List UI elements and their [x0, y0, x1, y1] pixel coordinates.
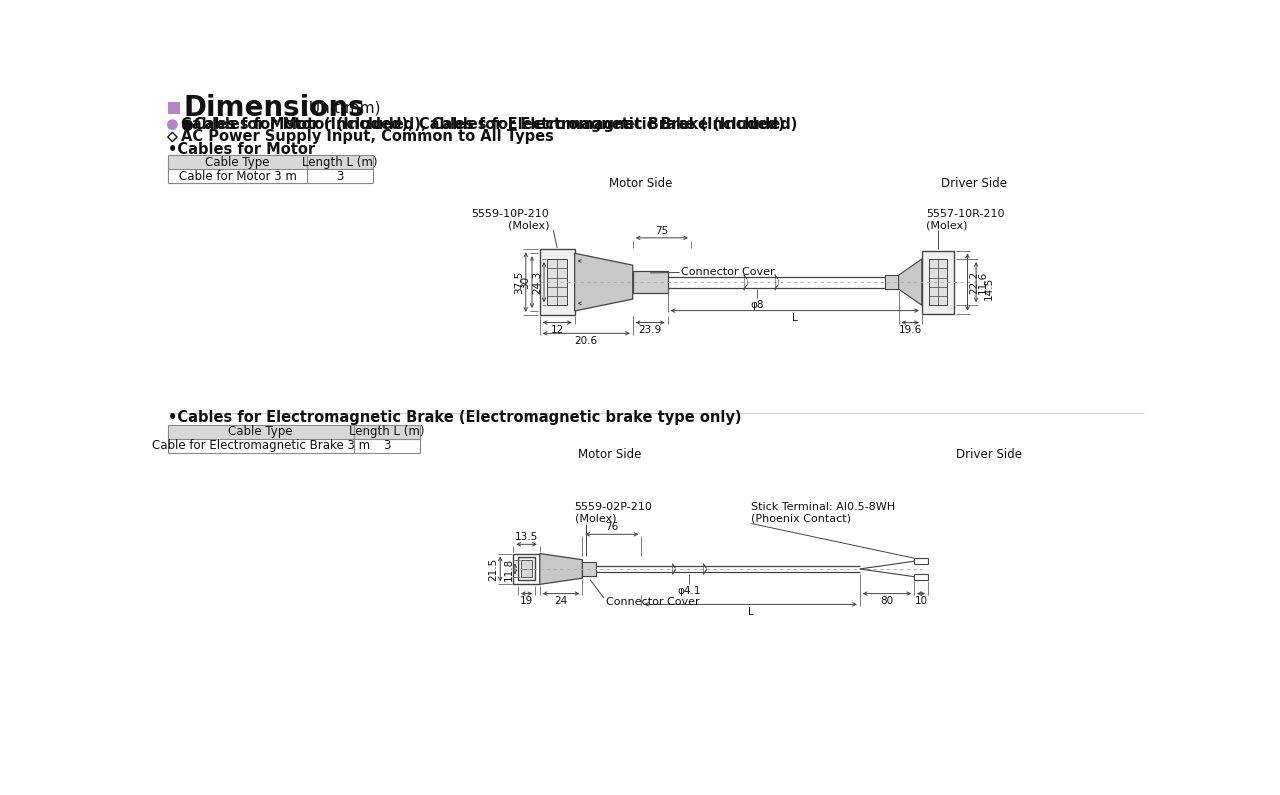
Text: 23.9: 23.9 [639, 325, 662, 335]
Text: 5559-10P-210
(Molex): 5559-10P-210 (Molex) [472, 208, 549, 230]
Text: 11.8: 11.8 [503, 557, 513, 580]
Polygon shape [899, 259, 922, 305]
Text: Length L (m): Length L (m) [302, 156, 378, 169]
Text: 12: 12 [550, 325, 563, 335]
Text: Cable for Motor 3 m: Cable for Motor 3 m [179, 170, 297, 183]
Text: Motor Side: Motor Side [609, 177, 672, 191]
Polygon shape [540, 553, 582, 584]
Bar [922, 250, 955, 314]
Text: 76: 76 [605, 522, 618, 532]
Text: L: L [792, 313, 797, 323]
Text: Cables for Motor (Included), Cables for Electromagnetic Brake (Included): Cables for Motor (Included), Cables for … [180, 117, 785, 132]
Text: Cable Type: Cable Type [229, 425, 293, 438]
Bar [518, 557, 535, 580]
Text: ●Cables for Motor (Included), Cables for Electromagnetic Brake (Included): ●Cables for Motor (Included), Cables for… [180, 117, 797, 132]
Text: Driver Side: Driver Side [941, 177, 1007, 191]
Text: 37.5: 37.5 [515, 270, 525, 293]
Text: 24: 24 [554, 596, 568, 606]
Text: 11.6: 11.6 [978, 270, 988, 293]
Text: 13.5: 13.5 [515, 532, 538, 542]
Text: Connector Cover: Connector Cover [605, 597, 699, 607]
Text: 10: 10 [914, 596, 928, 606]
Text: Driver Side: Driver Side [956, 448, 1023, 461]
Text: Cable Type: Cable Type [205, 156, 270, 169]
Text: Stick Terminal: AI0.5-8WH
(Phoenix Contact): Stick Terminal: AI0.5-8WH (Phoenix Conta… [751, 502, 896, 524]
Text: Motor Side: Motor Side [577, 448, 641, 461]
Text: L: L [748, 607, 754, 617]
Bar [547, 259, 567, 305]
Bar [929, 259, 947, 305]
Text: 24.3: 24.3 [532, 270, 543, 293]
Bar [168, 156, 374, 169]
Text: Connector Cover: Connector Cover [681, 267, 774, 277]
Text: Length L (m): Length L (m) [349, 425, 425, 438]
Text: 30: 30 [521, 276, 530, 289]
Text: 80: 80 [881, 596, 893, 606]
Text: 19.6: 19.6 [899, 325, 922, 335]
Polygon shape [168, 132, 177, 142]
Bar [168, 425, 420, 439]
Bar [632, 271, 668, 293]
Text: 3: 3 [383, 440, 390, 452]
Text: 19: 19 [520, 596, 534, 606]
Text: 3: 3 [337, 170, 344, 183]
Circle shape [166, 119, 178, 130]
Bar [521, 560, 532, 577]
Text: 75: 75 [655, 226, 668, 235]
Text: •Cables for Electromagnetic Brake (Electromagnetic brake type only): •Cables for Electromagnetic Brake (Elect… [168, 409, 741, 425]
Text: Dimensions: Dimensions [183, 94, 365, 122]
Text: φ8: φ8 [750, 300, 763, 310]
Text: 21.5: 21.5 [489, 557, 499, 580]
Text: AC Power Supply Input, Common to All Types: AC Power Supply Input, Common to All Typ… [180, 130, 554, 145]
Text: 20.6: 20.6 [575, 335, 598, 346]
Text: 5559-02P-210
(Molex): 5559-02P-210 (Molex) [575, 502, 653, 524]
Text: φ4.1: φ4.1 [677, 586, 701, 596]
Bar [884, 275, 899, 289]
Text: 5557-10R-210
(Molex): 5557-10R-210 (Molex) [925, 208, 1005, 230]
Polygon shape [575, 254, 632, 311]
Bar [513, 553, 540, 584]
Bar [582, 562, 596, 576]
Bar [540, 250, 575, 315]
Text: 22.2: 22.2 [969, 270, 979, 293]
Text: (Unit mm): (Unit mm) [303, 100, 381, 115]
Text: Cable for Electromagnetic Brake 3 m: Cable for Electromagnetic Brake 3 m [152, 440, 370, 452]
Text: 14.5: 14.5 [984, 277, 993, 300]
Bar [168, 102, 180, 114]
Text: •Cables for Motor: •Cables for Motor [168, 142, 315, 157]
